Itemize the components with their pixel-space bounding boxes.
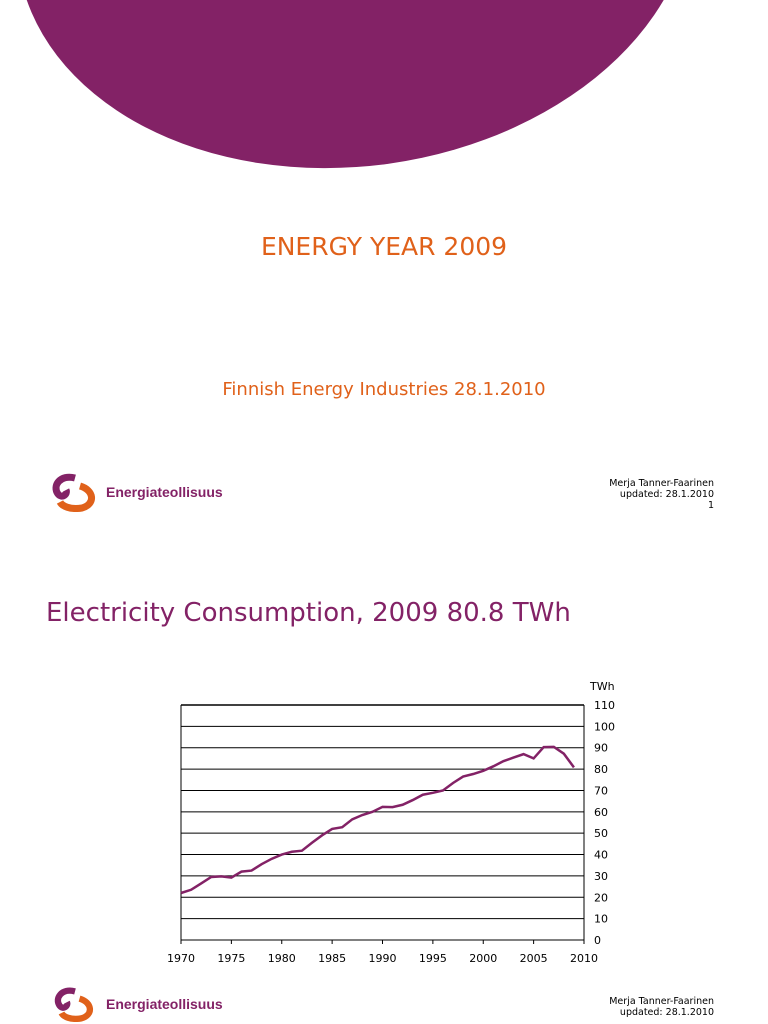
y-tick-label: 60	[594, 806, 608, 819]
slide-1: ENERGY YEAR 2009 Finnish Energy Industri…	[0, 0, 727, 512]
slide-meta: Merja Tanner-Faarinen updated: 28.1.2010…	[609, 478, 714, 511]
x-tick-label: 2010	[570, 952, 598, 965]
x-tick-label: 1985	[318, 952, 346, 965]
page-number: 1	[707, 500, 714, 511]
y-axis-unit-label: TWh	[589, 680, 615, 693]
y-tick-label: 10	[594, 913, 608, 926]
slide-title: ENERGY YEAR 2009	[260, 232, 508, 261]
x-tick-label: 1980	[268, 952, 296, 965]
author: Merja Tanner-Faarinen	[609, 478, 714, 489]
logo-icon	[52, 473, 95, 512]
y-tick-label: 50	[594, 827, 608, 840]
x-tick-label: 1970	[167, 952, 195, 965]
logo: Energiateollisuus	[50, 986, 223, 1022]
slide-meta: Merja Tanner-Faarinen updated: 28.1.2010	[609, 996, 714, 1018]
slide-2: Electricity Consumption, 2009 80.8 TWh T…	[0, 540, 768, 1024]
updated-date: updated: 28.1.2010	[619, 1007, 714, 1018]
y-tick-label: 20	[594, 891, 608, 904]
y-tick-label: 70	[594, 784, 608, 797]
y-tick-label: 110	[594, 699, 615, 712]
logo-text: Energiateollisuus	[106, 484, 223, 500]
updated-date: updated: 28.1.2010	[619, 489, 714, 500]
author: Merja Tanner-Faarinen	[609, 996, 714, 1007]
line-chart: TWh 0 10 20 30 40 50 60 70 80 90 100 110 1970 1975 198…	[167, 680, 615, 965]
y-tick-label: 30	[594, 870, 608, 883]
slide-title: Electricity Consumption, 2009 80.8 TWh	[46, 598, 571, 628]
slide-subtitle: Finnish Energy Industries 28.1.2010	[222, 379, 546, 400]
y-tick-label: 80	[594, 763, 608, 776]
decorative-purple-shape	[0, 0, 727, 211]
y-tick-label: 100	[594, 720, 615, 733]
x-tick-label: 1990	[369, 952, 397, 965]
consumption-series-line	[180, 745, 575, 895]
x-tick-label: 2005	[520, 952, 548, 965]
logo: Energiateollisuus	[50, 472, 223, 512]
x-tick-label: 1995	[419, 952, 447, 965]
x-tick-label: 1975	[217, 952, 245, 965]
y-tick-label: 90	[594, 742, 608, 755]
logo-icon	[54, 987, 93, 1022]
y-tick-label: 0	[594, 934, 601, 947]
x-tick-label: 2000	[469, 952, 497, 965]
logo-text: Energiateollisuus	[106, 996, 223, 1012]
y-tick-label: 40	[594, 849, 608, 862]
